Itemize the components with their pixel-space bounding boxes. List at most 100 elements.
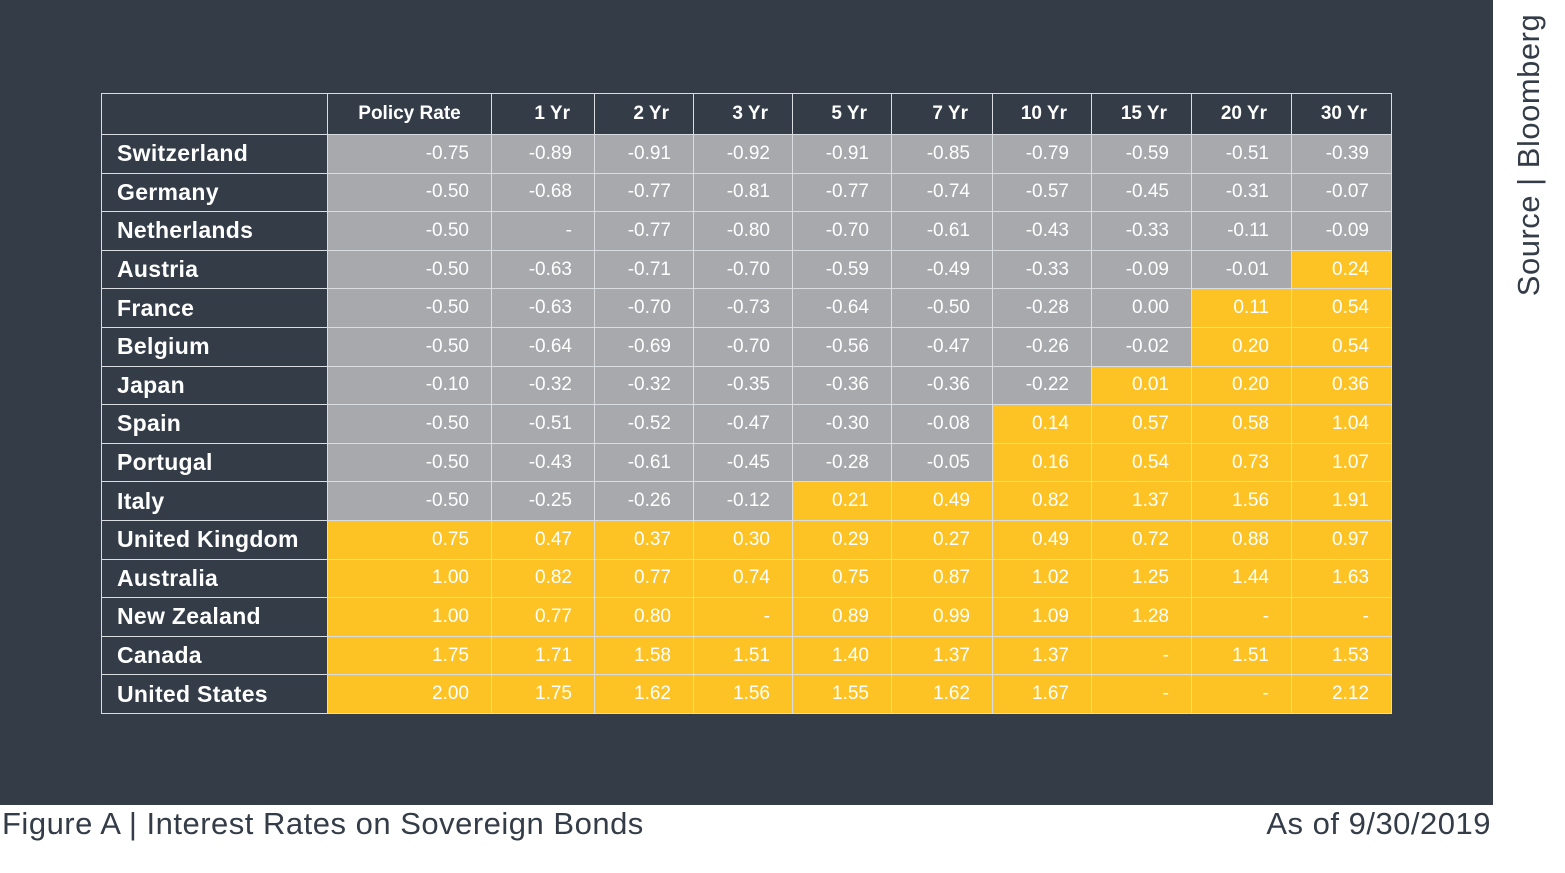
rate-cell: 0.74 [693,558,793,599]
rate-cell: -0.08 [891,404,993,444]
rate-cell: 0.54 [1091,442,1192,483]
rate-cell: 0.77 [594,558,694,599]
rate-cell: 0.20 [1191,326,1292,367]
country-label: Spain [101,404,328,444]
rate-cell: -0.35 [693,365,793,406]
rate-cell: -0.77 [792,172,892,213]
rate-cell: - [1191,674,1292,714]
rate-cell: -0.07 [1291,172,1392,213]
rate-cell: -0.64 [491,326,595,367]
column-header: 3 Yr [693,93,793,135]
rate-cell: -0.91 [792,134,892,174]
rate-cell: 0.20 [1191,365,1292,406]
rate-cell: 1.02 [992,558,1092,599]
rate-cell: -0.39 [1291,134,1392,174]
rate-cell: -0.30 [792,404,892,444]
rate-cell: 0.29 [792,519,892,560]
rate-cell: 1.00 [327,597,492,637]
rate-cell: 1.56 [693,674,793,714]
rate-cell: 0.75 [792,558,892,599]
rate-cell: -0.49 [891,249,993,290]
header-corner [101,93,328,135]
rate-cell: 0.87 [891,558,993,599]
rate-cell: -0.80 [693,211,793,251]
rate-cell: 0.89 [792,597,892,637]
rate-cell: -0.50 [327,172,492,213]
rate-cell: 0.99 [891,597,993,637]
rate-cell: 1.75 [327,635,492,676]
rate-cell: 1.37 [891,635,993,676]
rate-cell: -0.77 [594,211,694,251]
table-row: Japan -0.10 -0.32 -0.32 -0.35 -0.36 -0.36 -0.22… [101,365,1392,406]
rate-cell: -0.43 [491,442,595,483]
rate-cell: 0.57 [1091,404,1192,444]
country-label: Germany [101,172,328,213]
rate-cell: - [1091,635,1192,676]
rate-cell: -0.81 [693,172,793,213]
rate-cell: 0.00 [1091,288,1192,328]
table-body: Switzerland -0.75 -0.89 -0.91 -0.92 -0.91 -0.8… [101,134,1392,714]
rate-cell: -0.70 [693,249,793,290]
rate-cell: 0.72 [1091,519,1192,560]
rate-cell: -0.50 [327,326,492,367]
rate-cell: -0.61 [891,211,993,251]
rate-cell: 1.56 [1191,481,1292,521]
rate-cell: -0.26 [992,326,1092,367]
rate-cell: -0.63 [491,249,595,290]
rate-cell: 0.58 [1191,404,1292,444]
rate-cell: -0.50 [327,249,492,290]
country-label: Netherlands [101,211,328,251]
rate-cell: -0.47 [891,326,993,367]
table-row: Austria -0.50 -0.63 -0.71 -0.70 -0.59 -0.49 -0.… [101,249,1392,290]
header-row: Policy Rate 1 Yr 2 Yr 3 Yr 5 Yr 7 Yr 10 Yr 15 Y… [101,93,1392,135]
rate-cell: - [693,597,793,637]
rate-cell: -0.43 [992,211,1092,251]
rate-cell: -0.33 [992,249,1092,290]
rate-cell: 1.91 [1291,481,1392,521]
column-header: 20 Yr [1191,93,1292,135]
country-label: Belgium [101,326,328,367]
country-label: New Zealand [101,597,328,637]
rate-cell: -0.51 [491,404,595,444]
figure-caption: Figure A | Interest Rates on Sovereign B… [2,806,644,841]
rate-cell: -0.85 [891,134,993,174]
column-header: 10 Yr [992,93,1092,135]
rate-cell: -0.74 [891,172,993,213]
rate-cell: -0.50 [327,211,492,251]
table-row: United Kingdom 0.75 0.47 0.37 0.30 0.29 0.27 0.… [101,519,1392,560]
table-row: Italy -0.50 -0.25 -0.26 -0.12 0.21 0.49 0.82 1.3… [101,481,1392,521]
rate-cell: 0.37 [594,519,694,560]
rate-cell: -0.45 [1091,172,1192,213]
rate-cell: 1.62 [594,674,694,714]
country-label: United Kingdom [101,519,328,560]
rate-cell: 0.47 [491,519,595,560]
rate-cell: -0.89 [491,134,595,174]
country-label: Switzerland [101,134,328,174]
rate-cell: -0.63 [491,288,595,328]
country-label: Italy [101,481,328,521]
country-label: Austria [101,249,328,290]
rate-cell: 0.54 [1291,288,1392,328]
rate-cell: 1.09 [992,597,1092,637]
rate-cell: 0.80 [594,597,694,637]
column-header: 15 Yr [1091,93,1192,135]
rate-cell: -0.33 [1091,211,1192,251]
rate-cell: -0.09 [1091,249,1192,290]
rate-cell: -0.77 [594,172,694,213]
column-header: 2 Yr [594,93,694,135]
rate-cell: 1.58 [594,635,694,676]
table-row: Switzerland -0.75 -0.89 -0.91 -0.92 -0.91 -0.8… [101,134,1392,174]
rate-cell: -0.92 [693,134,793,174]
rate-cell: - [1091,674,1192,714]
rate-cell: 0.16 [992,442,1092,483]
source-label: Source | Bloomberg [1511,13,1546,297]
rate-cell: -0.70 [693,326,793,367]
rate-cell: 0.11 [1191,288,1292,328]
rate-cell: -0.12 [693,481,793,521]
as-of-date: As of 9/30/2019 [1266,806,1491,841]
rate-cell: 1.51 [693,635,793,676]
rate-cell: 0.82 [992,481,1092,521]
rate-cell: -0.57 [992,172,1092,213]
rate-cell: -0.50 [327,442,492,483]
rate-cell: -0.68 [491,172,595,213]
